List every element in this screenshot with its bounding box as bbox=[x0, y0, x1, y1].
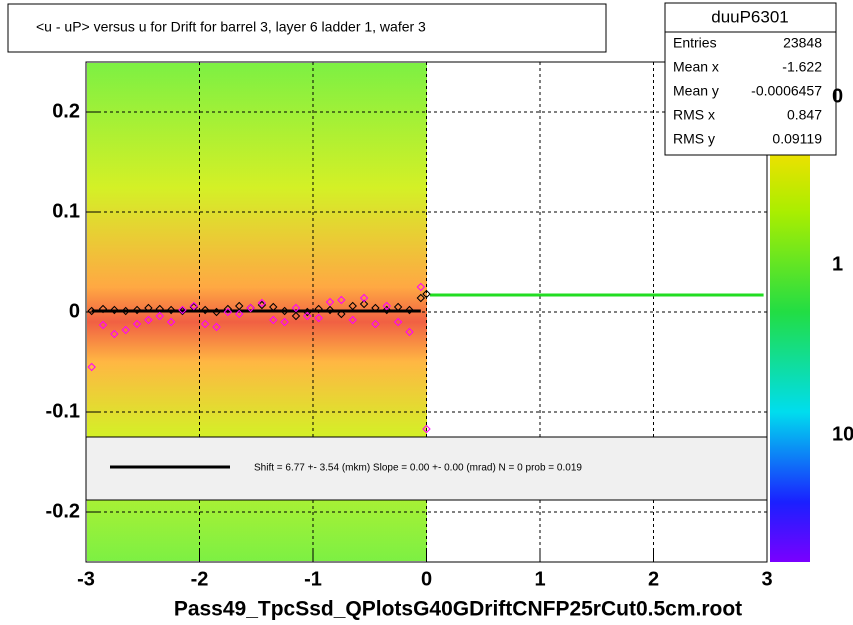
data-point bbox=[314, 313, 323, 323]
data-point bbox=[144, 315, 153, 325]
data-point bbox=[393, 302, 403, 312]
data-point bbox=[303, 311, 312, 321]
data-point bbox=[359, 293, 369, 303]
data-point bbox=[280, 306, 289, 316]
data-point bbox=[405, 305, 414, 315]
data-point bbox=[235, 309, 244, 319]
data-point bbox=[257, 298, 267, 308]
data-point bbox=[348, 315, 357, 325]
y-tick-label: 0.2 bbox=[52, 100, 80, 122]
data-point bbox=[223, 304, 233, 314]
data-point bbox=[422, 289, 431, 299]
data-point bbox=[132, 305, 142, 315]
data-point bbox=[155, 304, 164, 314]
stats-value: 23848 bbox=[783, 35, 822, 51]
data-point bbox=[155, 311, 164, 321]
data-point bbox=[235, 301, 244, 311]
data-point bbox=[189, 301, 199, 311]
stats-value: -1.622 bbox=[782, 59, 822, 75]
data-point bbox=[189, 302, 199, 312]
data-point bbox=[371, 319, 380, 329]
y-tick-label: 0.1 bbox=[52, 200, 80, 222]
stats-value: 0.847 bbox=[787, 107, 822, 123]
data-point bbox=[291, 303, 301, 313]
data-point bbox=[166, 305, 176, 315]
data-point bbox=[212, 322, 221, 332]
data-point bbox=[98, 320, 108, 330]
y-tick-label: 0 bbox=[69, 300, 80, 322]
data-point bbox=[393, 317, 403, 327]
data-point bbox=[87, 362, 96, 372]
data-point bbox=[257, 300, 267, 310]
x-tick-label: 2 bbox=[648, 568, 659, 590]
data-point bbox=[325, 297, 335, 307]
stats-box bbox=[664, 2, 837, 156]
stats-label: RMS y bbox=[673, 131, 715, 147]
data-point bbox=[405, 327, 414, 337]
x-tick-label: -2 bbox=[191, 568, 209, 590]
data-point bbox=[382, 301, 391, 311]
stats-value: -0.0006457 bbox=[751, 83, 822, 99]
data-point bbox=[269, 302, 278, 312]
data-point bbox=[144, 303, 153, 313]
data-point bbox=[110, 305, 119, 315]
data-point bbox=[87, 306, 96, 316]
x-tick-label: -3 bbox=[77, 568, 95, 590]
data-point bbox=[359, 299, 369, 309]
x-tick-label: 3 bbox=[761, 568, 772, 590]
data-point bbox=[416, 282, 426, 292]
stats-label: Entries bbox=[673, 35, 717, 51]
data-point bbox=[337, 309, 346, 319]
data-point bbox=[212, 307, 221, 317]
data-point bbox=[132, 319, 142, 329]
data-point bbox=[223, 307, 233, 317]
x-axis-label: Pass49_TpcSsd_QPlotsG40GDriftCNFP25rCut0… bbox=[174, 598, 742, 621]
data-point bbox=[200, 305, 210, 315]
data-point bbox=[291, 311, 301, 321]
data-point bbox=[371, 303, 380, 313]
stats-label: Mean x bbox=[673, 59, 719, 75]
data-point bbox=[178, 305, 187, 315]
data-point bbox=[314, 304, 323, 314]
y-tick-label: -0.1 bbox=[46, 400, 80, 422]
stats-label: RMS x bbox=[673, 107, 715, 123]
x-tick-label: 0 bbox=[421, 568, 432, 590]
data-point bbox=[166, 317, 176, 327]
data-point bbox=[200, 319, 210, 329]
legend-text: Shift = 6.77 +- 3.54 (mkm) Slope = 0.00 … bbox=[254, 463, 582, 474]
z-tick-label: 0 bbox=[832, 85, 843, 107]
data-point bbox=[246, 303, 255, 313]
data-point bbox=[121, 306, 130, 316]
data-point bbox=[178, 306, 187, 316]
stats-value: 0.09119 bbox=[772, 131, 822, 147]
data-point bbox=[337, 295, 346, 305]
data-point bbox=[110, 329, 119, 339]
data-point bbox=[98, 304, 108, 314]
stats-label: Mean y bbox=[673, 83, 719, 99]
y-tick-label: -0.2 bbox=[46, 500, 80, 522]
data-point bbox=[269, 315, 278, 325]
z-tick-label: 10 bbox=[832, 423, 853, 445]
data-point bbox=[416, 293, 426, 303]
title-box bbox=[7, 3, 607, 53]
data-point bbox=[348, 301, 357, 311]
z-tick-label: 1 bbox=[832, 253, 843, 275]
data-point bbox=[422, 424, 431, 434]
x-tick-label: 1 bbox=[534, 568, 545, 590]
data-point bbox=[121, 325, 130, 335]
data-point bbox=[280, 317, 289, 327]
stats-title: duuP6301 bbox=[711, 7, 789, 26]
x-tick-label: -1 bbox=[304, 568, 322, 590]
chart-title: <u - uP> versus u for Drift for barrel 3… bbox=[36, 19, 426, 35]
data-point bbox=[325, 305, 335, 315]
